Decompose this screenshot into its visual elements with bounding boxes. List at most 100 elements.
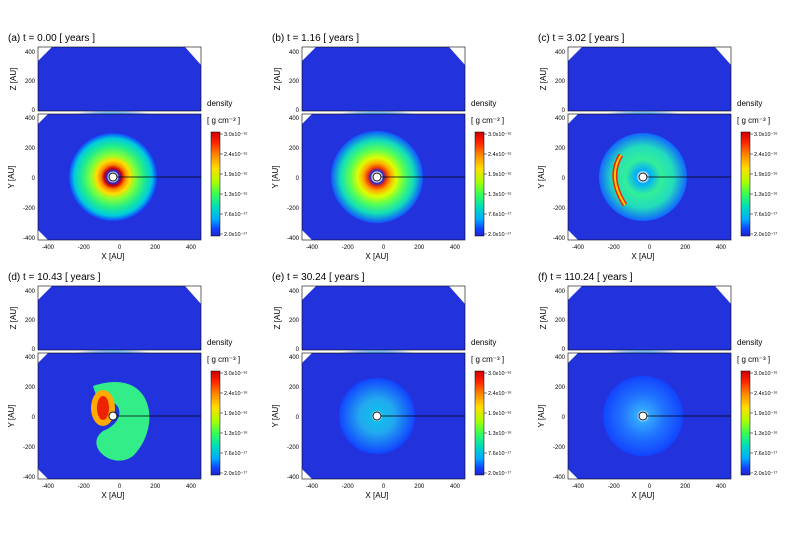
x-tick-label: 200 (150, 245, 161, 251)
z-panel-frame (567, 46, 732, 112)
colorbar-tick-label: 1.3x10⁻¹⁶ (488, 430, 512, 437)
colorbar-tick-label: 1.9x10⁻¹⁶ (754, 171, 778, 178)
colorbar-tick-label: 1.3x10⁻¹⁶ (488, 191, 512, 198)
panel-label: (e) t = 30.24 [ years ] (272, 272, 365, 283)
panel-label: (f) t = 110.24 [ years ] (538, 272, 633, 283)
xy-panel-frame (301, 352, 466, 480)
xy-panel-frame (567, 113, 732, 241)
y-tick-label: 400 (25, 355, 36, 361)
colorbar-unit: [ g cm⁻³ ] (471, 116, 504, 125)
colorbar-tick-label: 1.9x10⁻¹⁶ (488, 171, 512, 178)
y-tick-label: -400 (23, 236, 36, 242)
y-axis-label: Y [AU] (271, 405, 280, 428)
y-tick-label: -200 (553, 206, 566, 212)
z-axis-label: Z [AU] (273, 307, 282, 330)
colorbar-tick-label: 3.0x10⁻¹⁶ (754, 370, 778, 377)
x-tick-label: 200 (150, 484, 161, 490)
xy-corner-mask (568, 469, 578, 479)
z-corner-mask (302, 286, 316, 300)
y-tick-label: -400 (287, 475, 300, 481)
x-axis-label: X [AU] (631, 252, 654, 261)
x-tick-label: -400 (42, 484, 55, 490)
x-axis-label: X [AU] (101, 252, 124, 261)
x-axis-label: X [AU] (631, 491, 654, 500)
y-axis-label: Y [AU] (7, 405, 16, 428)
z-tick-label: 400 (555, 50, 566, 56)
z-axis-label: Z [AU] (9, 307, 18, 330)
y-tick-label: 0 (32, 415, 36, 421)
z-tick-label: 400 (25, 289, 36, 295)
z-tick-label: 200 (289, 79, 300, 85)
y-axis-label: Y [AU] (537, 166, 546, 189)
y-tick-label: -200 (287, 206, 300, 212)
x-tick-label: 0 (648, 484, 652, 490)
x-tick-label: 400 (716, 245, 727, 251)
z-corner-mask (302, 47, 316, 61)
colorbar-title: density (207, 338, 232, 347)
x-tick-label: -400 (572, 245, 585, 251)
y-tick-label: -400 (287, 236, 300, 242)
z-axis-label: Z [AU] (539, 68, 548, 91)
z-panel-frame (301, 285, 466, 351)
x-tick-label: -200 (342, 245, 355, 251)
colorbar-tick-label: 2.0x10⁻¹⁷ (224, 231, 247, 238)
y-tick-label: 0 (562, 415, 566, 421)
colorbar-tick-label: 1.3x10⁻¹⁶ (754, 191, 778, 198)
y-tick-label: -200 (553, 445, 566, 451)
y-tick-label: 0 (296, 415, 300, 421)
x-tick-label: 0 (118, 245, 122, 251)
central-star (108, 411, 118, 421)
xy-corner-mask (568, 114, 578, 124)
colorbar-tick-label: 7.6x10⁻¹⁷ (224, 211, 247, 218)
z-tick-label: 200 (289, 318, 300, 324)
y-tick-label: 400 (25, 116, 36, 122)
x-tick-label: -400 (42, 245, 55, 251)
z-tick-label: 200 (25, 79, 36, 85)
xy-corner-mask (302, 230, 312, 240)
x-tick-label: 0 (118, 484, 122, 490)
x-tick-label: 0 (382, 245, 386, 251)
colorbar-tick-label: 1.9x10⁻¹⁶ (224, 410, 248, 417)
z-tick-label: 0 (562, 347, 566, 353)
xy-corner-mask (302, 469, 312, 479)
colorbar-title: density (471, 338, 496, 347)
z-corner-mask (38, 47, 52, 61)
y-tick-label: 0 (562, 176, 566, 182)
z-tick-label: 0 (32, 347, 36, 353)
z-panel-frame (301, 46, 466, 112)
y-tick-label: 200 (25, 385, 36, 391)
panel-label: (c) t = 3.02 [ years ] (538, 33, 625, 44)
panel-f: (f) t = 110.24 [ years ] 400 200 0 Z [AU] 400… (537, 272, 778, 500)
y-tick-label: -400 (23, 475, 36, 481)
y-tick-label: -400 (553, 236, 566, 242)
colorbar-tick-label: 2.0x10⁻¹⁷ (488, 470, 511, 477)
colorbar (474, 370, 485, 476)
colorbar-unit: [ g cm⁻³ ] (737, 116, 770, 125)
colorbar-tick-label: 3.0x10⁻¹⁶ (488, 131, 512, 138)
central-star (372, 172, 382, 182)
dense-core (96, 396, 109, 420)
colorbar-title: density (471, 99, 496, 108)
y-tick-label: 400 (289, 116, 300, 122)
y-axis-label: Y [AU] (271, 166, 280, 189)
central-star (638, 411, 648, 421)
panel-label: (a) t = 0.00 [ years ] (8, 33, 95, 44)
x-tick-label: -200 (342, 484, 355, 490)
panel-d: (d) t = 10.43 [ years ] 400 200 0 Z [AU] 400 2… (7, 272, 248, 500)
z-corner-mask (568, 286, 582, 300)
panel-c: (c) t = 3.02 [ years ] 400 200 0 Z [AU] 400 20… (537, 33, 778, 261)
colorbar-tick-label: 1.3x10⁻¹⁶ (224, 430, 248, 437)
z-tick-label: 0 (296, 347, 300, 353)
x-tick-label: 400 (450, 245, 461, 251)
z-tick-label: 400 (25, 50, 36, 56)
y-tick-label: 0 (32, 176, 36, 182)
colorbar-unit: [ g cm⁻³ ] (207, 355, 240, 364)
z-tick-label: 400 (289, 50, 300, 56)
colorbar-tick-label: 3.0x10⁻¹⁶ (224, 370, 248, 377)
x-tick-label: 0 (382, 484, 386, 490)
z-panel-frame (37, 46, 202, 112)
colorbar-tick-label: 7.6x10⁻¹⁷ (224, 450, 247, 457)
x-tick-label: 0 (648, 245, 652, 251)
y-tick-label: 400 (555, 116, 566, 122)
z-tick-label: 0 (32, 108, 36, 114)
